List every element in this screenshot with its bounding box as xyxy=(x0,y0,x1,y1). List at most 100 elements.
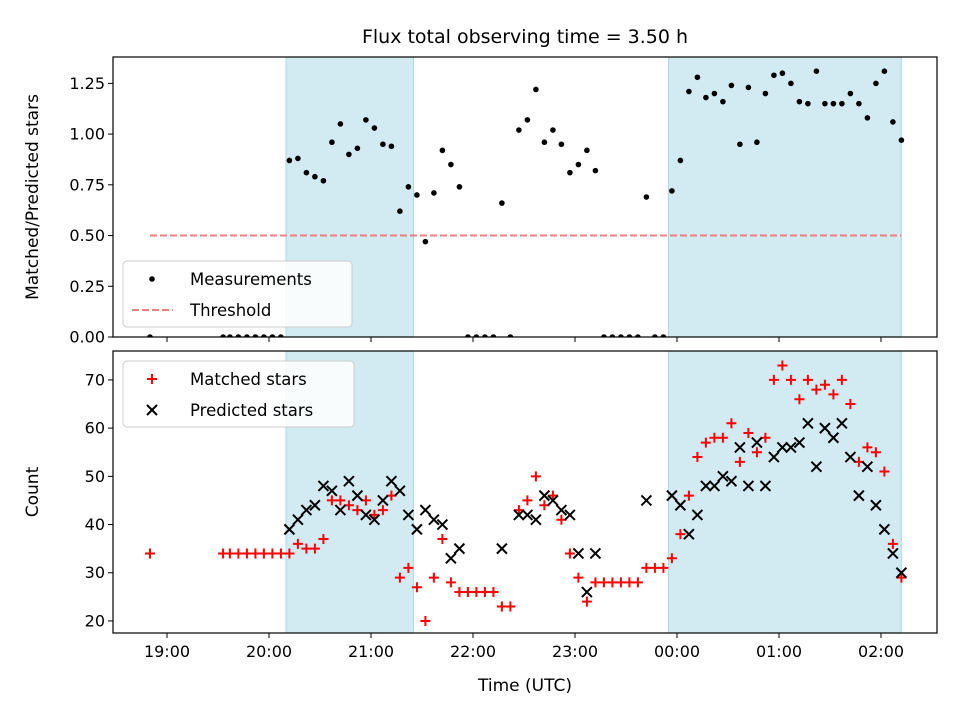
panel1-series1-point-82 xyxy=(898,137,905,143)
panel1-series1-point-60 xyxy=(711,90,718,97)
panel1-series1-point-77 xyxy=(856,100,862,107)
panel2-series2-point-49 xyxy=(793,436,806,449)
panel1-series1-point-12 xyxy=(303,169,310,176)
panel2-xtick-label-3: 21:00 xyxy=(348,642,394,661)
panel1-legend-label-2: Threshold xyxy=(189,301,271,320)
panel2-series2-point-44 xyxy=(751,436,763,449)
panel2-legend-marker-1 xyxy=(147,374,157,384)
panel2-ytick-label-3: 40 xyxy=(85,515,105,534)
panel2-series2-point-35 xyxy=(674,499,687,511)
panel2-series2-point-56 xyxy=(853,489,865,502)
panel1-series1-point-49 xyxy=(618,334,624,337)
panel2-series2-point-52 xyxy=(819,422,831,434)
panel1-series1-point-37 xyxy=(516,127,522,133)
panel1-series1-point-7 xyxy=(261,334,267,337)
panel2-ytick-label-2: 30 xyxy=(85,563,105,582)
panel2-series2-point-41 xyxy=(725,475,738,487)
panel2-series1-point-70 xyxy=(794,394,805,405)
panel1-ytick-label-2: 0.25 xyxy=(69,277,105,296)
panel1-series1-point-80 xyxy=(881,68,888,75)
panel2-series1-point-62 xyxy=(726,418,737,429)
panel2-series1-point-54 xyxy=(658,562,669,573)
panel2-series2-point-6 xyxy=(326,485,338,497)
panel2-series2-point-53 xyxy=(827,432,840,444)
panel2-plot-area xyxy=(145,360,908,626)
panel1-series1-point-57 xyxy=(686,88,692,95)
panel2-series1-point-9 xyxy=(275,548,286,559)
panel2-series1-point-12 xyxy=(301,543,312,554)
panel1-series1-point-17 xyxy=(346,151,352,158)
panel2-series1-point-51 xyxy=(632,577,643,588)
panel2-series2-point-18 xyxy=(428,514,440,526)
panel2-series1-point-1 xyxy=(145,548,155,559)
panel2-series1-point-23 xyxy=(394,572,405,583)
panel1-series1-point-29 xyxy=(448,161,454,168)
panel2-series2-point-25 xyxy=(530,514,542,526)
panel1-series1-point-32 xyxy=(473,334,480,337)
panel2-xtick-label-2: 20:00 xyxy=(246,642,292,661)
panel2-ytick-label-5: 60 xyxy=(85,419,105,438)
panel2-series1-point-20 xyxy=(369,509,380,520)
panel2-series2-point-57 xyxy=(861,460,874,473)
panel2-shaded-interval-2 xyxy=(668,350,902,634)
panel1-title: Flux total observing time = 3.50 h xyxy=(362,26,688,48)
panel2-series1-point-48 xyxy=(607,577,618,588)
panel1-series1-point-71 xyxy=(805,100,811,107)
panel2-series1-point-43 xyxy=(564,548,575,559)
panel2-xtick-label-4: 22:00 xyxy=(450,642,496,661)
panel2-series1-point-32 xyxy=(471,587,482,598)
panel1-series1-point-56 xyxy=(677,157,684,164)
panel2-series1-point-10 xyxy=(284,548,295,559)
panel2-series1-point-24 xyxy=(403,562,414,573)
panel2-series2-point-54 xyxy=(836,417,848,430)
panel1-series1-point-11 xyxy=(295,155,301,162)
panel2-series2-point-48 xyxy=(785,441,797,454)
panel2-series1-point-39 xyxy=(530,471,541,482)
panel2-series2-point-10 xyxy=(360,509,372,521)
panel2-series2-point-1 xyxy=(283,523,296,536)
panel2-ytick-label-6: 70 xyxy=(85,370,105,389)
panel2-series1-point-3 xyxy=(224,548,235,559)
panel2-ytick-label-4: 50 xyxy=(85,467,105,486)
panel2-series2-point-13 xyxy=(385,475,398,487)
panel2-xlabel: Time (UTC) xyxy=(477,676,572,696)
panel1-series1-point-70 xyxy=(796,98,803,105)
panel2-series2-point-51 xyxy=(810,460,823,473)
panel1-series1-point-39 xyxy=(533,86,539,93)
panel1-series1-point-76 xyxy=(847,90,854,97)
panel1-series1-point-61 xyxy=(720,98,726,105)
panel1-series1-point-33 xyxy=(482,334,488,337)
panel1-series1-point-72 xyxy=(813,68,820,75)
panel1-shaded-interval-2 xyxy=(668,56,902,338)
panel1-series1-point-18 xyxy=(354,145,361,152)
panel2-series2-point-33 xyxy=(640,494,653,507)
panel2-series2-point-26 xyxy=(538,489,551,502)
panel2-series2-point-46 xyxy=(768,451,780,463)
panel2-series2-point-17 xyxy=(419,504,432,516)
panel1-legend-label-1: Measurements xyxy=(190,270,312,289)
panel2-series1-point-38 xyxy=(522,495,533,506)
panel2-series2-point-60 xyxy=(887,547,899,560)
panel2-series2-point-5 xyxy=(317,480,330,492)
panel2-series2-point-7 xyxy=(334,504,347,516)
panel2-series1-point-33 xyxy=(479,587,490,598)
panel2-series2-point-59 xyxy=(878,523,891,536)
panel2-series2-point-19 xyxy=(436,518,449,531)
panel2-ylabel: Count xyxy=(23,466,43,517)
panel1-series1-point-24 xyxy=(405,184,412,190)
panel2-series1-point-27 xyxy=(428,572,439,583)
panel2-series2-point-43 xyxy=(742,480,755,492)
panel1-series1-point-13 xyxy=(312,173,318,180)
panel2-series1-point-26 xyxy=(420,615,431,626)
panel1-plot-area xyxy=(147,68,905,337)
panel2-series1-point-72 xyxy=(811,384,822,395)
panel2-legend-label-1: Matched stars xyxy=(190,370,307,389)
panel2-series2-point-3 xyxy=(300,504,313,516)
panel2-series1-point-7 xyxy=(258,548,269,559)
panel1-series1-point-44 xyxy=(575,161,582,168)
panel2-legend-marker-2 xyxy=(146,404,158,416)
panel2-series1-point-34 xyxy=(488,587,499,598)
panel2-series1-point-13 xyxy=(309,543,320,554)
panel1-series1-point-53 xyxy=(652,334,658,337)
